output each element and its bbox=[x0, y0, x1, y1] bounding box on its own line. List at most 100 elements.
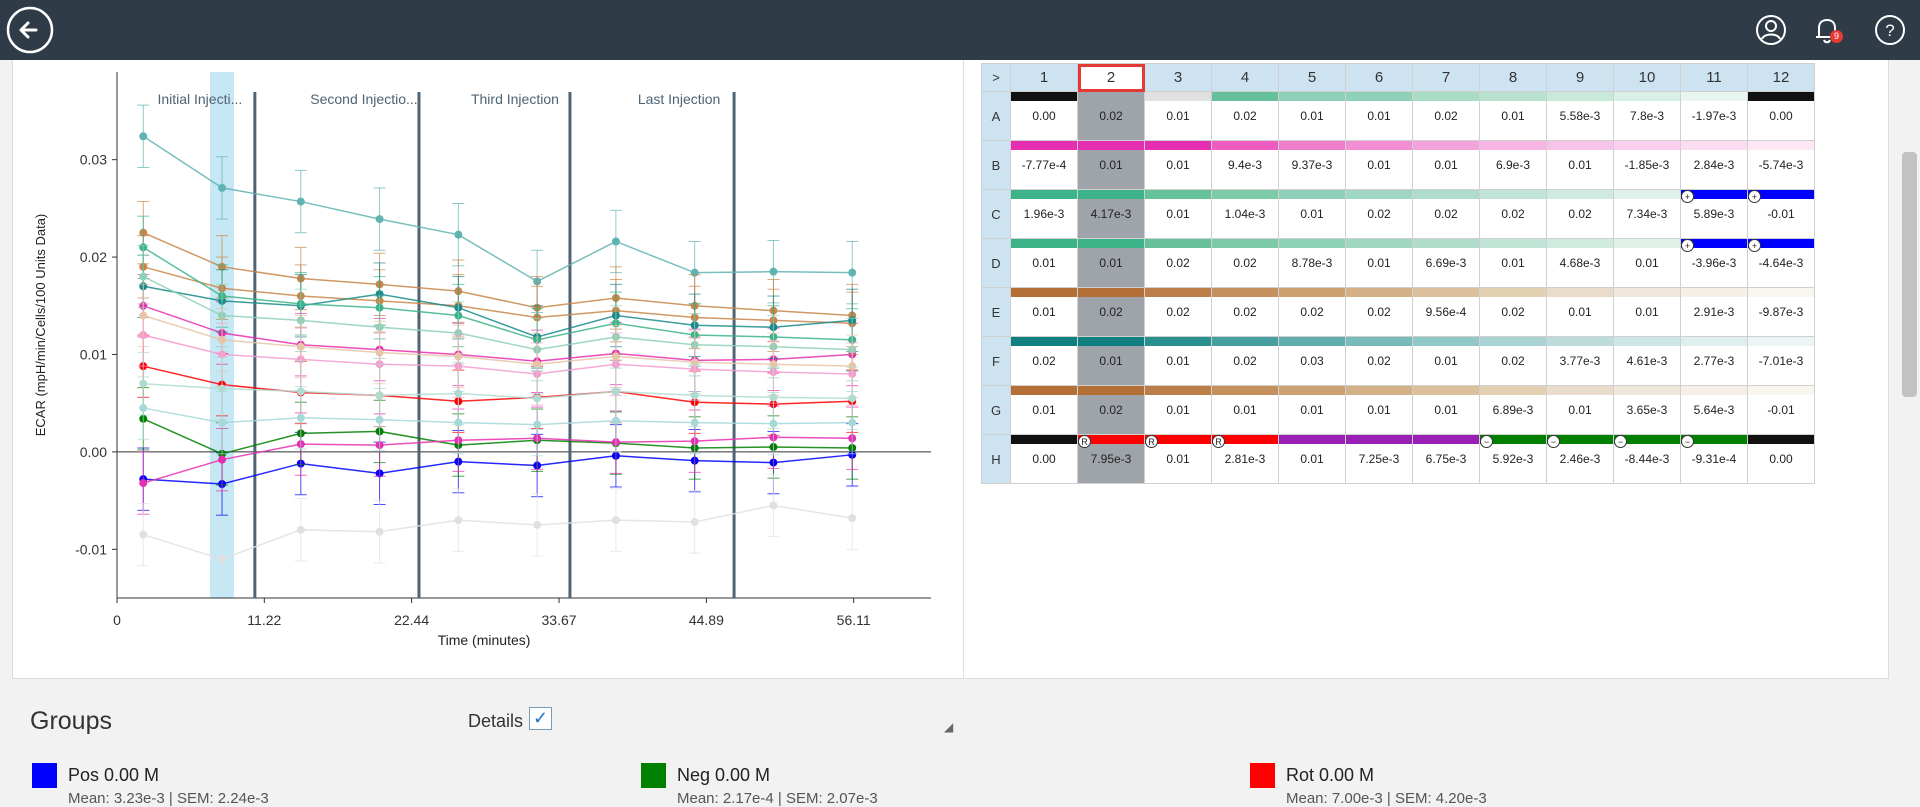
back-button[interactable] bbox=[6, 6, 54, 54]
plate-well[interactable]: 7.25e-3 bbox=[1345, 434, 1413, 484]
plate-well[interactable]: 3.65e-3 bbox=[1613, 385, 1681, 435]
plate-well[interactable]: 0.01 bbox=[1613, 238, 1681, 288]
plate-well[interactable]: + -4.64e-3 bbox=[1747, 238, 1815, 288]
ecar-chart[interactable]: 0.03 0.02 0.01 0.00 -0.01 0 11.22 22.44 33.67 44.… bbox=[13, 60, 948, 678]
plate-column-header[interactable]: 12 bbox=[1747, 63, 1815, 92]
plate-well[interactable]: 0.02 bbox=[1345, 287, 1413, 337]
plate-well[interactable]: 0.01 bbox=[1412, 385, 1480, 435]
plate-corner-toggle[interactable]: > bbox=[981, 63, 1011, 92]
group-item[interactable]: Rot 0.00 M bbox=[1250, 763, 1374, 788]
plate-well[interactable]: 0.02 bbox=[1479, 287, 1547, 337]
plate-column-header[interactable]: 11 bbox=[1680, 63, 1748, 92]
plate-well[interactable]: R 7.95e-3 bbox=[1077, 434, 1145, 484]
plate-well[interactable]: 5.58e-3 bbox=[1546, 91, 1614, 141]
plate-well[interactable]: − 2.46e-3 bbox=[1546, 434, 1614, 484]
plate-well[interactable]: − -8.44e-3 bbox=[1613, 434, 1681, 484]
plate-well[interactable]: R 0.01 bbox=[1144, 434, 1212, 484]
plate-well[interactable]: 1.04e-3 bbox=[1211, 189, 1279, 239]
plate-well[interactable]: 6.75e-3 bbox=[1412, 434, 1480, 484]
plate-well[interactable]: 2.77e-3 bbox=[1680, 336, 1748, 386]
plate-well[interactable]: 0.01 bbox=[1479, 91, 1547, 141]
plate-well[interactable]: 0.01 bbox=[1144, 189, 1212, 239]
plate-column-header[interactable]: 4 bbox=[1211, 63, 1279, 92]
plate-well[interactable]: 5.64e-3 bbox=[1680, 385, 1748, 435]
plate-well[interactable]: 6.69e-3 bbox=[1412, 238, 1480, 288]
user-button[interactable] bbox=[1755, 14, 1787, 46]
plate-well[interactable]: 0.00 bbox=[1747, 91, 1815, 141]
plate-column-header[interactable]: 3 bbox=[1144, 63, 1212, 92]
plate-well[interactable]: 0.01 bbox=[1412, 140, 1480, 190]
plate-well[interactable]: 0.02 bbox=[1077, 287, 1145, 337]
plate-well[interactable]: -0.01 bbox=[1747, 385, 1815, 435]
plate-well[interactable]: -7.01e-3 bbox=[1747, 336, 1815, 386]
plate-well[interactable]: 0.01 bbox=[1010, 287, 1078, 337]
plate-well[interactable]: 9.4e-3 bbox=[1211, 140, 1279, 190]
plate-well[interactable]: 0.01 bbox=[1278, 434, 1346, 484]
plate-well[interactable]: 0.00 bbox=[1747, 434, 1815, 484]
plate-well[interactable]: 0.02 bbox=[1211, 336, 1279, 386]
notifications-button[interactable]: 9 bbox=[1810, 13, 1844, 47]
plate-well[interactable]: 0.02 bbox=[1345, 189, 1413, 239]
plate-well[interactable]: 0.01 bbox=[1144, 385, 1212, 435]
plate-well[interactable]: 2.91e-3 bbox=[1680, 287, 1748, 337]
plate-well[interactable]: 0.03 bbox=[1278, 336, 1346, 386]
plate-well[interactable]: 0.01 bbox=[1546, 140, 1614, 190]
plate-well[interactable]: -9.87e-3 bbox=[1747, 287, 1815, 337]
plate-well[interactable]: 0.02 bbox=[1412, 189, 1480, 239]
plate-row-header[interactable]: F bbox=[981, 336, 1011, 386]
plate-well[interactable]: 0.01 bbox=[1546, 385, 1614, 435]
plate-well[interactable]: 0.01 bbox=[1278, 189, 1346, 239]
scrollbar-thumb[interactable] bbox=[1902, 152, 1917, 397]
plate-row-header[interactable]: A bbox=[981, 91, 1011, 141]
plate-column-header[interactable]: 9 bbox=[1546, 63, 1614, 92]
group-item[interactable]: Pos 0.00 M bbox=[32, 763, 159, 788]
plate-column-header[interactable]: 10 bbox=[1613, 63, 1681, 92]
plate-well[interactable]: − 5.92e-3 bbox=[1479, 434, 1547, 484]
plate-well[interactable]: 0.02 bbox=[1278, 287, 1346, 337]
plate-well[interactable]: 0.02 bbox=[1546, 189, 1614, 239]
plate-well[interactable]: +5.89e-3 bbox=[1680, 189, 1748, 239]
plate-well[interactable]: 0.02 bbox=[1010, 336, 1078, 386]
help-button[interactable]: ? bbox=[1874, 14, 1906, 46]
plate-well[interactable]: 2.84e-3 bbox=[1680, 140, 1748, 190]
plate-column-header[interactable]: 2 bbox=[1077, 63, 1145, 92]
plate-well[interactable]: 0.01 bbox=[1345, 238, 1413, 288]
plate-well[interactable]: + -3.96e-3 bbox=[1680, 238, 1748, 288]
plate-well[interactable]: 0.01 bbox=[1345, 91, 1413, 141]
plate-row-header[interactable]: B bbox=[981, 140, 1011, 190]
plate-well[interactable]: 0.01 bbox=[1077, 336, 1145, 386]
plate-row-header[interactable]: C bbox=[981, 189, 1011, 239]
plate-well[interactable]: 0.01 bbox=[1278, 91, 1346, 141]
plate-well[interactable]: 7.8e-3 bbox=[1613, 91, 1681, 141]
plate-well[interactable]: 0.01 bbox=[1479, 238, 1547, 288]
plate-well[interactable]: 3.77e-3 bbox=[1546, 336, 1614, 386]
plate-well[interactable]: 0.01 bbox=[1613, 287, 1681, 337]
plate-well[interactable]: 0.01 bbox=[1144, 140, 1212, 190]
plate-well[interactable]: 0.00 bbox=[1010, 91, 1078, 141]
plate-well[interactable]: 0.02 bbox=[1077, 385, 1145, 435]
plate-well[interactable]: 9.37e-3 bbox=[1278, 140, 1346, 190]
plate-well[interactable]: 4.61e-3 bbox=[1613, 336, 1681, 386]
plate-row-header[interactable]: E bbox=[981, 287, 1011, 337]
plate-well[interactable]: 0.02 bbox=[1144, 238, 1212, 288]
plate-well[interactable]: 0.01 bbox=[1010, 238, 1078, 288]
plate-well[interactable]: 0.01 bbox=[1345, 385, 1413, 435]
plate-well[interactable]: 0.01 bbox=[1010, 385, 1078, 435]
plate-row-header[interactable]: D bbox=[981, 238, 1011, 288]
plate-well[interactable]: -1.97e-3 bbox=[1680, 91, 1748, 141]
plate-well[interactable]: R 2.81e-3 bbox=[1211, 434, 1279, 484]
plate-well[interactable]: 0.02 bbox=[1211, 238, 1279, 288]
plate-well[interactable]: -1.85e-3 bbox=[1613, 140, 1681, 190]
plate-well[interactable]: 7.34e-3 bbox=[1613, 189, 1681, 239]
group-item[interactable]: Neg 0.00 M bbox=[641, 763, 770, 788]
plate-well[interactable]: 0.02 bbox=[1211, 287, 1279, 337]
plate-column-header[interactable]: 8 bbox=[1479, 63, 1547, 92]
plate-well[interactable]: 0.02 bbox=[1144, 287, 1212, 337]
plate-well[interactable]: − -9.31e-4 bbox=[1680, 434, 1748, 484]
plate-well[interactable]: 6.9e-3 bbox=[1479, 140, 1547, 190]
plate-well[interactable]: + -0.01 bbox=[1747, 189, 1815, 239]
plate-column-header[interactable]: 1 bbox=[1010, 63, 1078, 92]
plate-well[interactable]: 4.17e-3 bbox=[1077, 189, 1145, 239]
plate-well[interactable]: 0.00 bbox=[1010, 434, 1078, 484]
plate-well[interactable]: 4.68e-3 bbox=[1546, 238, 1614, 288]
